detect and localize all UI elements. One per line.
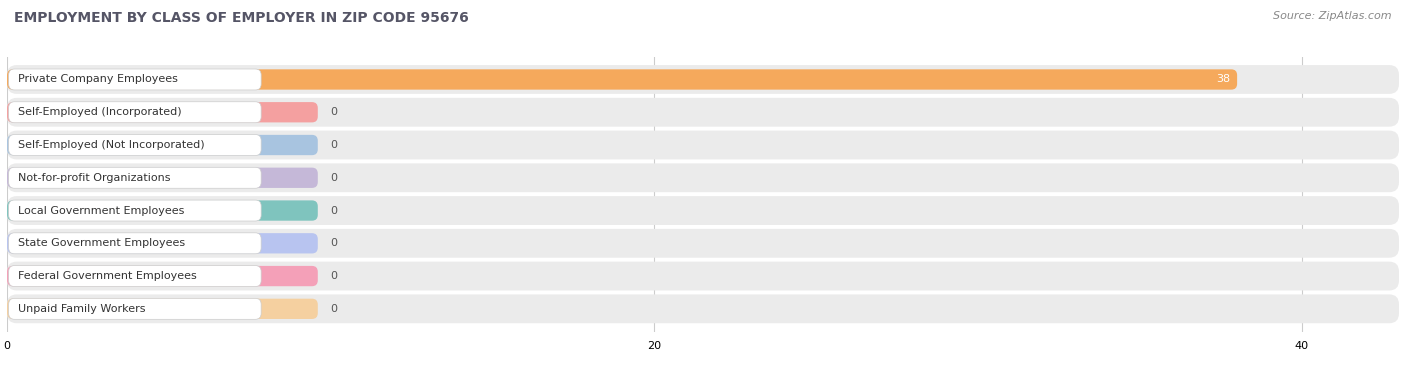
FancyBboxPatch shape	[8, 233, 262, 254]
Text: Private Company Employees: Private Company Employees	[18, 75, 179, 84]
FancyBboxPatch shape	[7, 130, 1399, 159]
FancyBboxPatch shape	[7, 294, 1399, 323]
FancyBboxPatch shape	[7, 163, 1399, 192]
Text: 0: 0	[330, 205, 337, 216]
Text: 0: 0	[330, 271, 337, 281]
FancyBboxPatch shape	[7, 229, 1399, 258]
Text: Federal Government Employees: Federal Government Employees	[18, 271, 197, 281]
Text: 0: 0	[330, 107, 337, 117]
FancyBboxPatch shape	[7, 65, 1399, 94]
FancyBboxPatch shape	[8, 265, 262, 287]
Text: 0: 0	[330, 140, 337, 150]
Text: Self-Employed (Incorporated): Self-Employed (Incorporated)	[18, 107, 181, 117]
Text: EMPLOYMENT BY CLASS OF EMPLOYER IN ZIP CODE 95676: EMPLOYMENT BY CLASS OF EMPLOYER IN ZIP C…	[14, 11, 468, 25]
Text: 0: 0	[330, 304, 337, 314]
FancyBboxPatch shape	[8, 167, 262, 188]
FancyBboxPatch shape	[8, 135, 262, 155]
Text: 0: 0	[330, 238, 337, 248]
FancyBboxPatch shape	[7, 135, 318, 155]
Text: 0: 0	[330, 173, 337, 183]
FancyBboxPatch shape	[7, 233, 318, 253]
Text: Unpaid Family Workers: Unpaid Family Workers	[18, 304, 146, 314]
Text: 38: 38	[1216, 75, 1230, 84]
FancyBboxPatch shape	[7, 102, 318, 123]
FancyBboxPatch shape	[8, 200, 262, 221]
Text: State Government Employees: State Government Employees	[18, 238, 186, 248]
Text: Not-for-profit Organizations: Not-for-profit Organizations	[18, 173, 172, 183]
Text: Source: ZipAtlas.com: Source: ZipAtlas.com	[1274, 11, 1392, 21]
Text: Self-Employed (Not Incorporated): Self-Employed (Not Incorporated)	[18, 140, 205, 150]
FancyBboxPatch shape	[7, 266, 318, 286]
FancyBboxPatch shape	[8, 298, 262, 319]
FancyBboxPatch shape	[7, 98, 1399, 127]
FancyBboxPatch shape	[7, 262, 1399, 291]
FancyBboxPatch shape	[7, 69, 1237, 90]
FancyBboxPatch shape	[7, 168, 318, 188]
FancyBboxPatch shape	[7, 201, 318, 221]
Text: Local Government Employees: Local Government Employees	[18, 205, 184, 216]
FancyBboxPatch shape	[8, 102, 262, 123]
FancyBboxPatch shape	[7, 196, 1399, 225]
FancyBboxPatch shape	[8, 69, 262, 90]
FancyBboxPatch shape	[7, 299, 318, 319]
